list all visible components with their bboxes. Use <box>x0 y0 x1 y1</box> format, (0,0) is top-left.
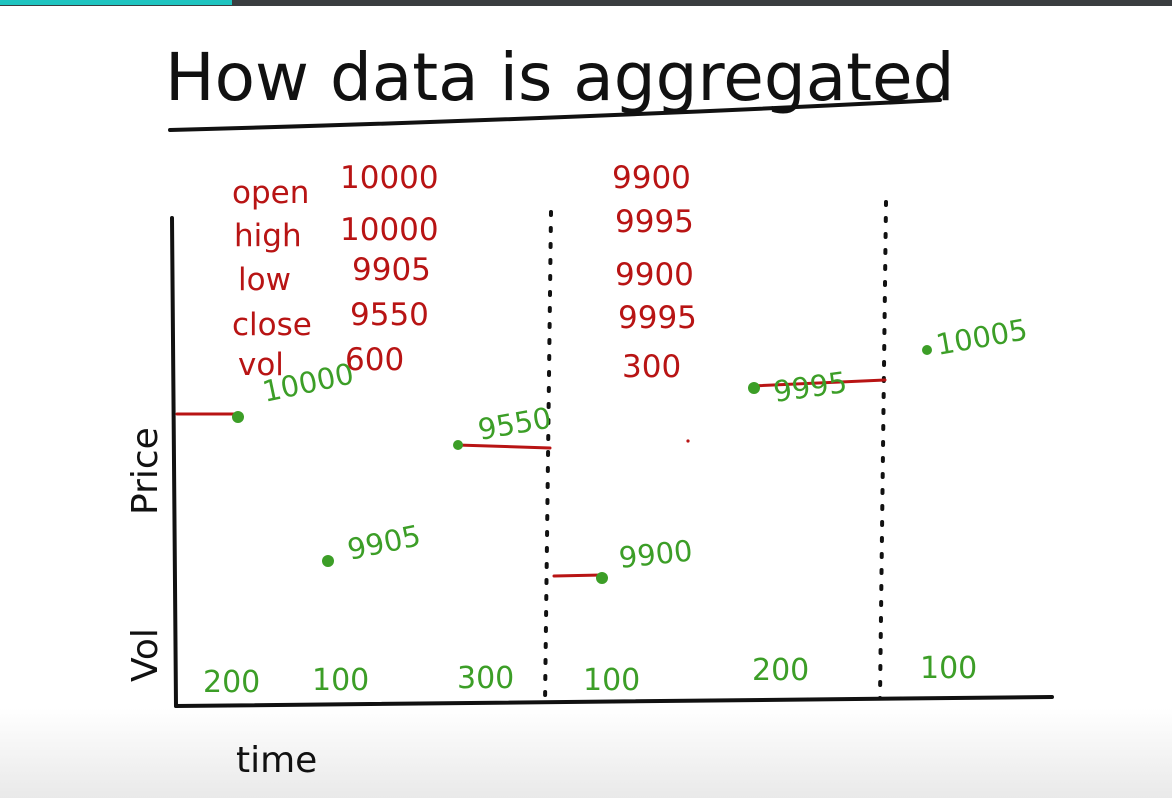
volume-label-4: 100 <box>583 663 640 698</box>
summary-1-close-label: close <box>232 307 312 343</box>
summary-2-open-value: 9900 <box>612 160 691 196</box>
period-divider-2 <box>878 200 888 700</box>
trade-label-2: 9905 <box>344 518 423 567</box>
progress-accent <box>0 0 232 5</box>
y-axis <box>170 216 178 708</box>
trade-label-5: 9995 <box>771 365 849 409</box>
summary-2-low-value: 9900 <box>615 257 694 293</box>
summary-2-high-value: 9995 <box>615 204 694 240</box>
top-bar <box>0 0 1172 6</box>
summary-1-open-value: 10000 <box>340 160 439 196</box>
summary-1-close-value: 9550 <box>350 297 429 333</box>
summary-1-low-label: low <box>238 262 291 298</box>
volume-label-2: 100 <box>312 663 369 698</box>
close-tick-period-2 <box>750 378 887 388</box>
summary-1-high-label: high <box>234 218 302 254</box>
trade-point-6 <box>922 345 932 355</box>
trade-label-6: 10005 <box>933 312 1030 362</box>
volume-label-6: 100 <box>920 651 977 686</box>
trade-point-3 <box>453 440 463 450</box>
close-tick-period-1 <box>455 443 552 450</box>
open-tick-period-2 <box>552 573 604 578</box>
volume-label-5: 200 <box>752 653 809 688</box>
summary-1-low-value: 9905 <box>352 252 431 288</box>
bottom-fade <box>0 708 1172 798</box>
period-divider-1 <box>543 210 553 706</box>
summary-2-vol-value: 300 <box>622 349 681 385</box>
trade-point-1 <box>232 411 244 423</box>
summary-1-vol-value: 600 <box>345 342 404 378</box>
y-axis-label-price: Price <box>125 427 166 515</box>
stray-dot <box>686 439 690 443</box>
volume-label-3: 300 <box>457 661 514 696</box>
x-axis-label: time <box>236 740 317 781</box>
summary-1-high-value: 10000 <box>340 212 439 248</box>
trade-point-4 <box>596 572 608 584</box>
summary-1-open-label: open <box>232 175 309 211</box>
trade-point-2 <box>322 555 334 567</box>
summary-1-vol-label: vol <box>238 347 284 383</box>
trade-label-3: 9550 <box>475 401 554 447</box>
title-underline <box>168 98 942 132</box>
x-axis <box>174 695 1054 708</box>
summary-2-close-value: 9995 <box>618 300 697 336</box>
trade-label-4: 9900 <box>617 533 694 575</box>
y-axis-label-vol: Vol <box>125 628 166 682</box>
volume-label-1: 200 <box>203 665 260 700</box>
trade-point-5 <box>748 382 760 394</box>
diagram-title: How data is aggregated <box>165 39 955 116</box>
